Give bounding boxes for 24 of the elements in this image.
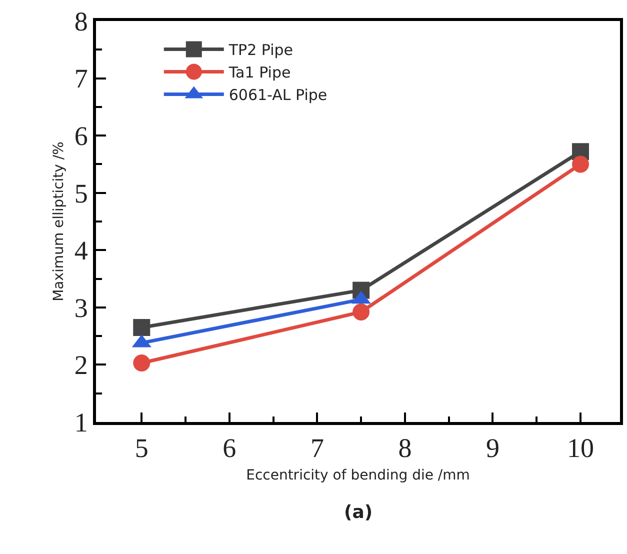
point — [133, 318, 150, 336]
y-tick-label: 1 — [74, 407, 88, 438]
y-tick-label: 6 — [74, 121, 88, 152]
y-tick-label: 8 — [74, 6, 88, 36]
x-tick-label: 5 — [134, 433, 148, 464]
y-tick-label: 7 — [74, 64, 88, 94]
legend-label: TP2 Pipe — [228, 41, 294, 60]
legend-label: Ta1 Pipe — [228, 64, 291, 82]
y-axis-title: Maximum ellipticity /% — [50, 142, 67, 302]
point — [352, 304, 370, 320]
x-tick-label: 9 — [486, 433, 500, 464]
x-tick-label: 7 — [310, 433, 324, 464]
x-tick-label: 10 — [567, 433, 594, 464]
y-tick-label: 5 — [74, 178, 88, 208]
x-axis-title: Eccentricity of bending die /mm — [246, 467, 470, 484]
text: (a) — [344, 502, 373, 523]
x-tick-label: 6 — [222, 433, 236, 464]
x-tick-label: 8 — [398, 433, 412, 464]
legend-label: 6061-AL Pipe — [228, 86, 328, 104]
y-tick-label: 4 — [74, 236, 88, 266]
point — [133, 354, 150, 372]
y-tick-label: 3 — [74, 292, 88, 323]
point — [572, 156, 589, 173]
y-tick-label: 2 — [74, 350, 88, 380]
